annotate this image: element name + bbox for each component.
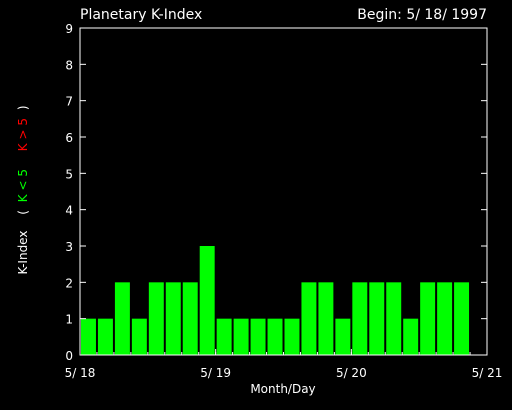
x-tick-label: 5/ 21 [472,366,503,380]
begin-date-label: Begin: 5/ 18/ 1997 [357,7,487,23]
bar [369,282,385,355]
bar [250,318,266,355]
y-tick-label: 4 [65,204,73,218]
bar [386,282,402,355]
chart-title: Planetary K-Index [80,7,202,23]
y-tick-label: 9 [65,22,73,36]
bar [165,282,181,355]
x-tick-label: 5/ 18 [65,366,96,380]
bar [199,246,215,355]
bar [148,282,164,355]
bar [81,318,96,355]
y-tick-label: 3 [65,240,73,254]
y-tick-label: 2 [65,276,73,290]
y-axis-label-close: ) [16,105,30,110]
x-axis-ticks: 5/ 18 5/ 19 5/ 20 5/ 21 [65,349,503,380]
y-axis-label-group: K-Index ( K < 5 K > 5 ) [16,105,30,274]
bar [284,318,300,355]
y-tick-label: 0 [65,349,73,363]
bar [267,318,283,355]
bar [182,282,198,355]
bar [318,282,334,355]
y-axis-label-open: ( [16,210,30,215]
bar [352,282,368,355]
bar [454,282,470,355]
bar [216,318,232,355]
x-axis-label: Month/Day [250,382,315,396]
y-axis-label: K-Index ( K < 5 K > 5 ) [16,105,30,274]
bar [97,318,113,355]
x-tick-label: 5/ 19 [200,366,231,380]
bar [437,282,453,355]
x-tick-label: 5/ 20 [336,366,367,380]
y-tick-label: 6 [65,131,73,145]
y-tick-label: 8 [65,58,73,72]
y-tick-label: 1 [65,313,73,327]
bar [335,318,351,355]
bar [420,282,436,355]
y-tick-label: 5 [65,167,73,181]
bar [403,318,419,355]
y-axis-label-main: K-Index [16,231,30,275]
bars-group [81,246,470,355]
y-axis-label-high: K > 5 [16,118,30,151]
bar [114,282,130,355]
bar [301,282,317,355]
y-tick-label: 7 [65,95,73,109]
bar [233,318,249,355]
bar [131,318,147,355]
y-axis-label-low: K < 5 [16,169,30,202]
y-axis-ticks: 0 1 2 3 4 5 6 7 8 9 [65,22,487,363]
